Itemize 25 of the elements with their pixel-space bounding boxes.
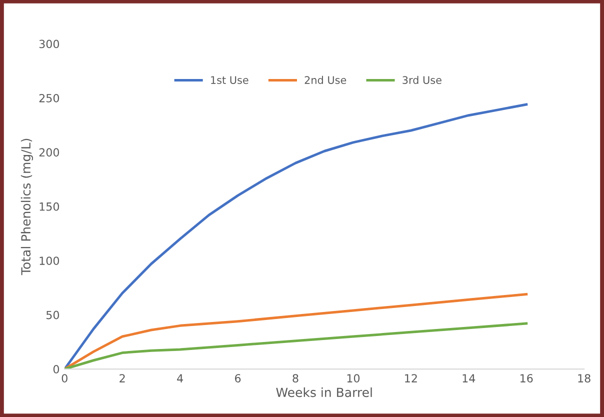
x-tick-label: 18: [578, 374, 590, 383]
y-tick-label: 200: [39, 148, 60, 157]
line-series: [64, 103, 528, 370]
y-tick-label: 250: [39, 94, 60, 102]
y-axis-title: Total Phenolics (mg/L): [20, 138, 34, 276]
line-series: [64, 322, 528, 370]
line-series: [64, 292, 528, 370]
legend-label: 1st Use: [211, 76, 248, 84]
x-axis-title: Weeks in Barrel: [276, 387, 372, 398]
y-tick-label: 50: [46, 310, 60, 320]
x-tick-label: 4: [177, 374, 183, 382]
legend-label: 2nd Use: [304, 76, 346, 84]
x-tick-label: 14: [462, 374, 476, 382]
y-tick-label: 0: [53, 365, 60, 374]
y-tick-label: 150: [40, 202, 60, 211]
x-tick-label: 8: [292, 374, 298, 383]
x-tick-label: 12: [405, 374, 417, 382]
x-tick-label: 0: [62, 374, 68, 383]
x-tick-label: 16: [520, 374, 533, 383]
x-tick-label: 10: [347, 374, 360, 383]
y-tick-label: 100: [40, 256, 60, 266]
y-tick-label: 300: [39, 40, 60, 48]
legend-label: 3rd Use: [402, 76, 442, 84]
x-tick-label: 2: [120, 374, 125, 382]
x-tick-label: 6: [235, 374, 241, 383]
